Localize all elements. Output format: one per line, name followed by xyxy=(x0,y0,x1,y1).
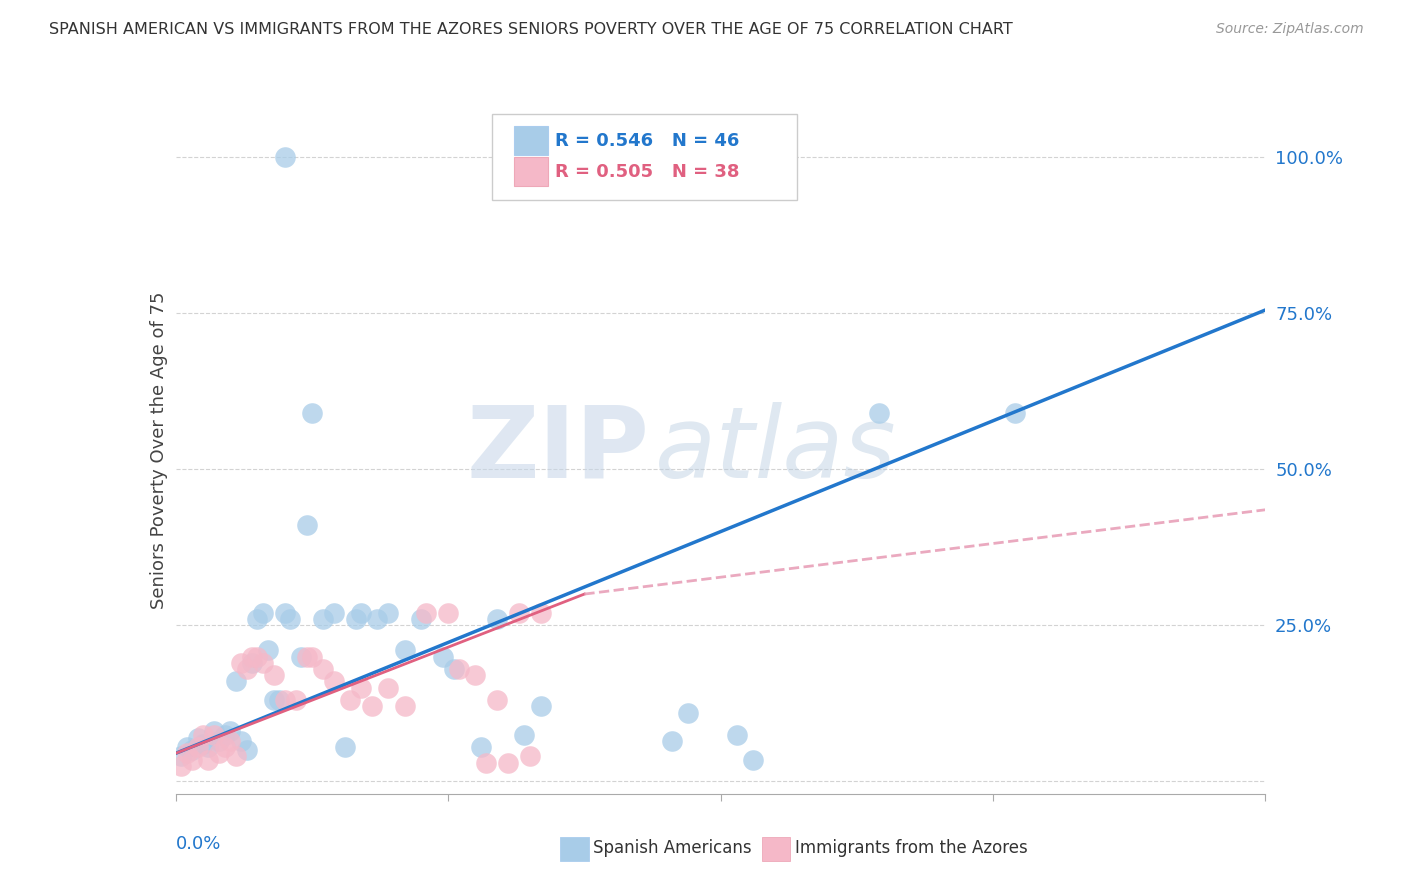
Point xyxy=(263,668,285,682)
FancyBboxPatch shape xyxy=(492,114,797,200)
Point xyxy=(339,693,361,707)
Point xyxy=(725,728,748,742)
FancyBboxPatch shape xyxy=(561,838,589,861)
Point xyxy=(333,740,356,755)
Point xyxy=(742,753,765,767)
Point xyxy=(437,606,460,620)
Point xyxy=(312,612,335,626)
Point xyxy=(263,693,285,707)
Point xyxy=(322,674,344,689)
Point xyxy=(202,724,225,739)
Point xyxy=(208,733,231,747)
Point xyxy=(176,746,198,760)
Point xyxy=(377,606,399,620)
Point xyxy=(350,606,373,620)
Point xyxy=(214,728,236,742)
Point xyxy=(170,749,193,764)
Point xyxy=(246,612,269,626)
Y-axis label: Seniors Poverty Over the Age of 75: Seniors Poverty Over the Age of 75 xyxy=(150,292,169,609)
FancyBboxPatch shape xyxy=(513,127,548,155)
Point xyxy=(530,606,553,620)
Text: atlas: atlas xyxy=(655,402,897,499)
Point xyxy=(219,733,242,747)
Point xyxy=(868,406,890,420)
Point xyxy=(312,662,335,676)
Point xyxy=(350,681,373,695)
Point xyxy=(676,706,699,720)
Text: ZIP: ZIP xyxy=(467,402,650,499)
Point xyxy=(322,606,344,620)
Point xyxy=(191,728,214,742)
Point xyxy=(186,731,209,745)
Text: Spanish Americans: Spanish Americans xyxy=(593,839,752,857)
Text: SPANISH AMERICAN VS IMMIGRANTS FROM THE AZORES SENIORS POVERTY OVER THE AGE OF 7: SPANISH AMERICAN VS IMMIGRANTS FROM THE … xyxy=(49,22,1012,37)
Text: R = 0.546   N = 46: R = 0.546 N = 46 xyxy=(555,132,740,150)
Point xyxy=(519,749,541,764)
Point xyxy=(269,693,291,707)
Text: R = 0.505   N = 38: R = 0.505 N = 38 xyxy=(555,162,740,180)
Point xyxy=(496,756,519,770)
Point xyxy=(470,740,492,755)
Point xyxy=(257,643,280,657)
Point xyxy=(246,649,269,664)
Point xyxy=(225,749,247,764)
Point xyxy=(415,606,437,620)
Point xyxy=(301,649,323,664)
Point xyxy=(202,728,225,742)
FancyBboxPatch shape xyxy=(513,157,548,186)
FancyBboxPatch shape xyxy=(762,838,790,861)
Point xyxy=(252,656,274,670)
Point xyxy=(197,753,219,767)
Point xyxy=(409,612,432,626)
Point xyxy=(252,606,274,620)
Point xyxy=(394,699,416,714)
Point xyxy=(486,612,509,626)
Point xyxy=(231,656,253,670)
Point xyxy=(661,733,683,747)
Point xyxy=(447,662,470,676)
Point xyxy=(432,649,454,664)
Point xyxy=(486,693,509,707)
Point xyxy=(443,662,465,676)
Point xyxy=(191,737,214,751)
Point xyxy=(344,612,367,626)
Point xyxy=(464,668,486,682)
Point xyxy=(290,649,312,664)
Point xyxy=(235,662,257,676)
Point xyxy=(186,740,209,755)
Point xyxy=(508,606,530,620)
Point xyxy=(240,656,263,670)
Point xyxy=(360,699,382,714)
Point xyxy=(214,740,236,755)
Point xyxy=(181,753,204,767)
Point xyxy=(181,743,204,757)
Text: 0.0%: 0.0% xyxy=(176,835,221,853)
Point xyxy=(197,740,219,755)
Point xyxy=(284,693,307,707)
Point xyxy=(366,612,388,626)
Point xyxy=(301,406,323,420)
Point xyxy=(377,681,399,695)
Point xyxy=(274,693,297,707)
Point xyxy=(274,150,297,164)
Point xyxy=(225,674,247,689)
Point xyxy=(295,649,318,664)
Point xyxy=(513,728,536,742)
Point xyxy=(208,746,231,760)
Point xyxy=(530,699,553,714)
Point xyxy=(240,649,263,664)
Point xyxy=(274,606,297,620)
Text: Immigrants from the Azores: Immigrants from the Azores xyxy=(794,839,1028,857)
Point xyxy=(475,756,498,770)
Text: Source: ZipAtlas.com: Source: ZipAtlas.com xyxy=(1216,22,1364,37)
Point xyxy=(176,740,198,755)
Point xyxy=(394,643,416,657)
Point xyxy=(219,724,242,739)
Point xyxy=(295,518,318,533)
Point xyxy=(231,733,253,747)
Point xyxy=(278,612,301,626)
Point xyxy=(235,743,257,757)
Point xyxy=(1004,406,1026,420)
Point xyxy=(170,758,193,772)
